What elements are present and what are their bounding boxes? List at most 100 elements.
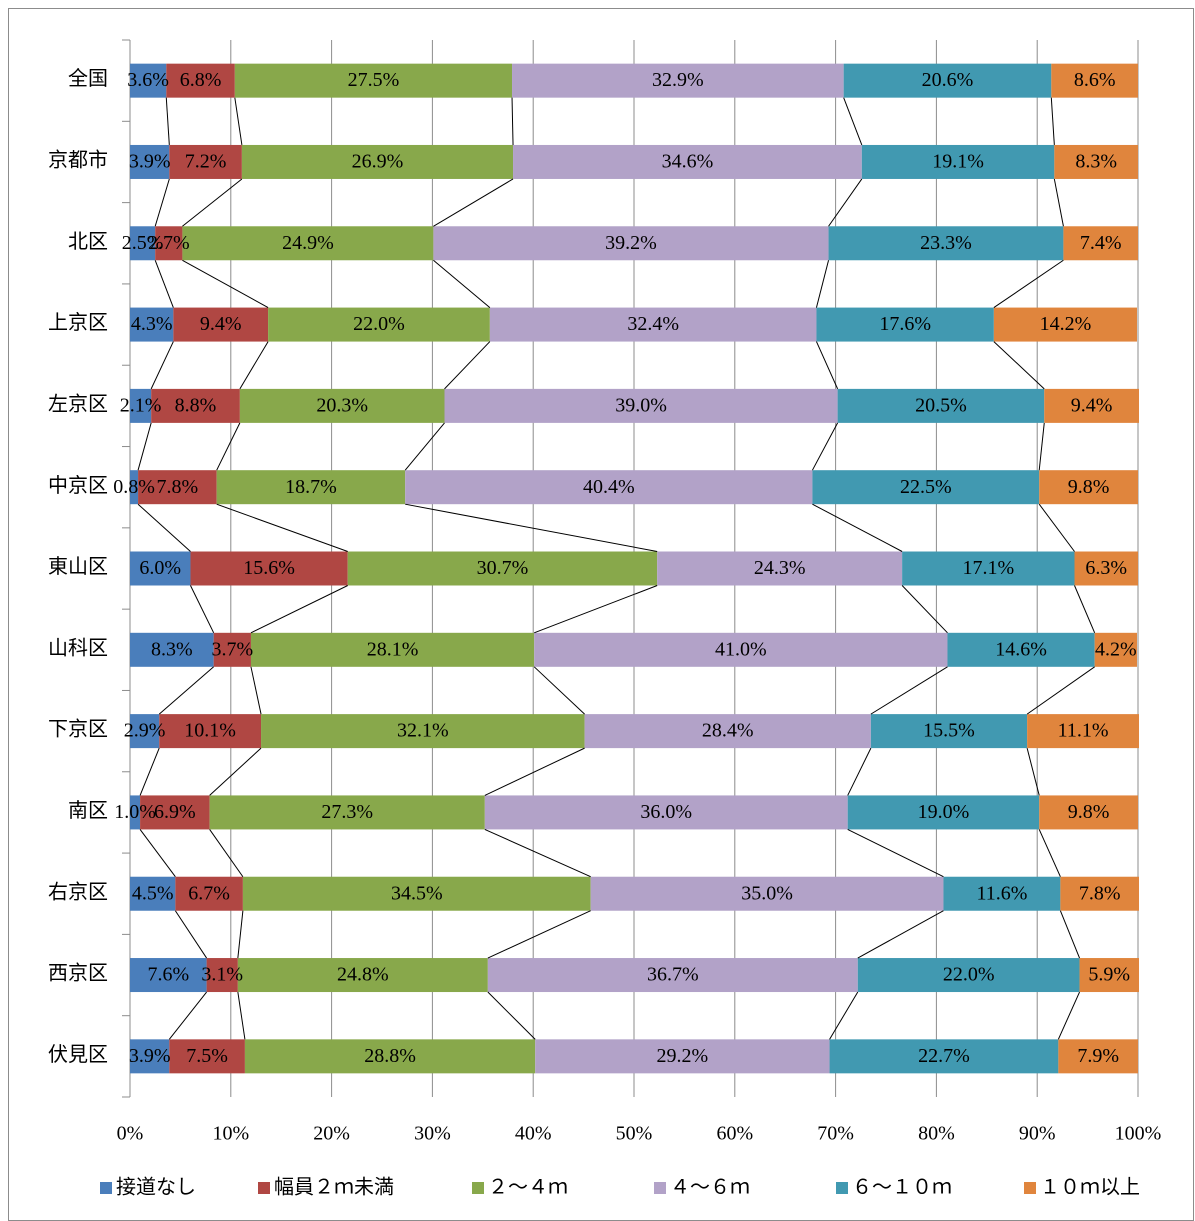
bar-segment bbox=[169, 144, 242, 179]
series-line bbox=[1038, 503, 1075, 552]
series-line bbox=[534, 585, 658, 634]
bar-segment bbox=[173, 307, 269, 342]
series-line bbox=[812, 503, 903, 552]
bar-segment bbox=[1054, 144, 1138, 179]
series-line bbox=[250, 585, 348, 634]
data-label: 15.5% bbox=[923, 720, 975, 742]
data-label: 30.7% bbox=[477, 557, 529, 579]
y-tick-label: 全国 bbox=[68, 67, 108, 90]
series-line bbox=[847, 747, 872, 796]
series-line bbox=[1038, 422, 1045, 471]
data-label: 6.9% bbox=[154, 801, 196, 823]
data-label: 36.0% bbox=[640, 801, 692, 823]
y-tick-label: 右京区 bbox=[48, 880, 108, 903]
bar-segment bbox=[138, 470, 217, 505]
data-label: 24.3% bbox=[754, 557, 806, 579]
bar-segment bbox=[155, 226, 183, 261]
series-line bbox=[993, 259, 1064, 308]
bar-segment bbox=[513, 144, 862, 179]
bar-segment bbox=[175, 876, 243, 911]
bar-segment bbox=[347, 551, 658, 586]
series-line bbox=[137, 503, 191, 552]
series-line bbox=[154, 178, 170, 227]
data-label: 6.0% bbox=[139, 557, 181, 579]
bar-segment bbox=[159, 714, 262, 749]
bar-segment bbox=[239, 388, 445, 423]
bar-segment bbox=[590, 876, 944, 911]
data-label: 4.3% bbox=[131, 313, 173, 335]
y-tick-label: 上京区 bbox=[48, 311, 108, 334]
data-label: 20.6% bbox=[922, 69, 974, 91]
series-line bbox=[433, 178, 514, 227]
series-line bbox=[815, 341, 839, 390]
data-label: 28.1% bbox=[367, 638, 419, 660]
y-tick-label: 東山区 bbox=[48, 555, 108, 578]
series-line bbox=[139, 829, 176, 878]
bar-segment bbox=[812, 470, 1040, 505]
bar-segment bbox=[140, 795, 210, 830]
series-line bbox=[484, 828, 591, 878]
series-line bbox=[150, 341, 174, 390]
data-label: 32.1% bbox=[397, 720, 449, 742]
bar-segment bbox=[1074, 551, 1138, 586]
x-tick-label: 40% bbox=[515, 1123, 552, 1145]
x-tick-label: 20% bbox=[313, 1123, 350, 1145]
data-label: 3.7% bbox=[211, 638, 253, 660]
bar-segment bbox=[130, 307, 174, 342]
legend-swatch bbox=[654, 1182, 666, 1194]
bar-segment bbox=[1079, 958, 1140, 993]
bar-segment bbox=[1051, 63, 1138, 98]
data-label: 22.5% bbox=[900, 476, 952, 498]
series-line bbox=[154, 260, 174, 308]
data-label: 7.8% bbox=[1079, 882, 1121, 904]
bar-segment bbox=[130, 551, 191, 586]
series-line bbox=[1057, 991, 1080, 1040]
data-label: 2.7% bbox=[148, 232, 190, 254]
legend-label: 接道なし bbox=[116, 1176, 196, 1199]
y-tick-label: 中京区 bbox=[48, 474, 108, 497]
data-label: 20.3% bbox=[316, 394, 368, 416]
data-label: 3.9% bbox=[129, 151, 171, 173]
data-label: 3.9% bbox=[129, 1045, 171, 1067]
data-label: 23.3% bbox=[920, 232, 972, 254]
data-label: 39.2% bbox=[605, 232, 657, 254]
data-label: 4.5% bbox=[132, 882, 174, 904]
series-line bbox=[237, 991, 246, 1040]
data-label: 41.0% bbox=[715, 638, 767, 660]
bar-segment bbox=[1039, 470, 1138, 505]
data-label: 22.7% bbox=[918, 1045, 970, 1067]
bar-segment bbox=[130, 144, 170, 179]
data-label: 6.3% bbox=[1085, 557, 1127, 579]
bar-segment bbox=[1060, 876, 1140, 911]
data-label: 22.0% bbox=[943, 964, 995, 986]
data-label: 19.1% bbox=[932, 151, 984, 173]
bar-segment bbox=[268, 307, 490, 342]
data-label: 11.1% bbox=[1058, 720, 1109, 742]
data-label: 7.6% bbox=[147, 964, 189, 986]
data-label: 17.1% bbox=[962, 557, 1014, 579]
legend-label: ６～１０ｍ bbox=[852, 1177, 952, 1199]
series-line bbox=[139, 747, 160, 796]
data-label: 22.0% bbox=[353, 313, 405, 335]
series-line bbox=[174, 910, 208, 959]
data-label: 1.0% bbox=[114, 801, 156, 823]
series-line bbox=[433, 259, 491, 308]
data-label: 7.5% bbox=[186, 1045, 228, 1067]
bar-segment bbox=[947, 632, 1095, 667]
bar-segment bbox=[657, 551, 903, 586]
y-tick-label: 南区 bbox=[68, 799, 108, 822]
data-label: 10.1% bbox=[184, 720, 236, 742]
bar-segment bbox=[843, 63, 1052, 98]
data-label: 34.6% bbox=[662, 151, 714, 173]
data-label: 0.8% bbox=[113, 476, 155, 498]
series-line bbox=[857, 910, 944, 959]
bar-segment bbox=[444, 388, 838, 423]
x-tick-label: 80% bbox=[918, 1123, 955, 1145]
data-label: 14.2% bbox=[1040, 313, 1092, 335]
bar-segment bbox=[130, 226, 156, 261]
bar-segment bbox=[870, 714, 1028, 749]
bar-segment bbox=[828, 226, 1064, 261]
bar-segment bbox=[1039, 795, 1138, 830]
series-line bbox=[511, 97, 514, 145]
